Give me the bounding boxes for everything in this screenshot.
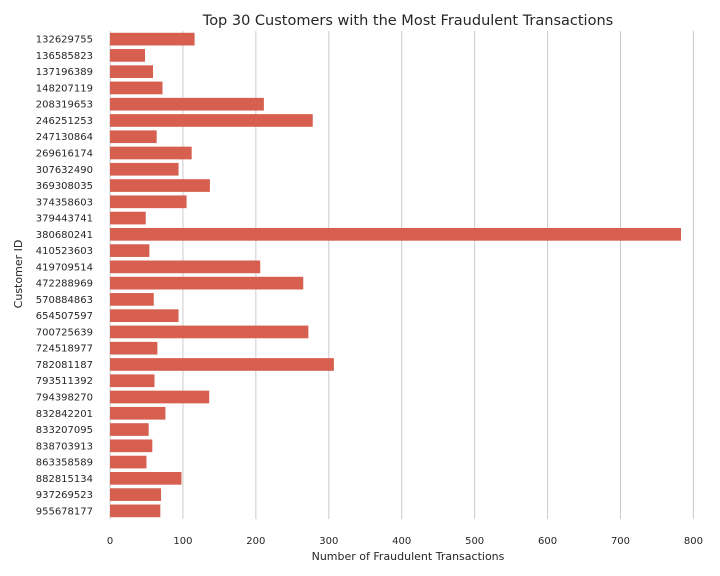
x-tick-label: 100: [173, 536, 192, 547]
y-tick-label: 369308035: [36, 181, 93, 192]
bar: [110, 162, 179, 176]
y-tick-label: 832842201: [36, 409, 93, 420]
y-axis-ticks: 132629755 136585823 137196389 148207119 2083…: [36, 35, 93, 518]
x-tick-label: 400: [392, 536, 411, 547]
y-tick-label: 410523603: [36, 246, 93, 257]
y-tick-label: 419709514: [36, 262, 93, 273]
y-tick-label: 148207119: [36, 83, 93, 94]
y-tick-label: 955678177: [36, 506, 93, 517]
bar: [110, 97, 264, 111]
x-tick-label: 800: [684, 536, 703, 547]
x-tick-label: 0: [107, 536, 113, 547]
x-tick-label: 200: [246, 536, 265, 547]
bar: [110, 423, 149, 436]
x-tick-label: 500: [465, 536, 484, 547]
y-tick-label: 838703913: [36, 441, 93, 452]
bar: [110, 146, 192, 160]
x-axis-label: Number of Fraudulent Transactions: [312, 550, 505, 563]
bar: [110, 455, 147, 469]
bar: [110, 49, 146, 62]
bar: [110, 439, 153, 453]
y-tick-label: 246251253: [36, 116, 93, 127]
y-tick-label: 132629755: [36, 35, 93, 46]
bar: [110, 179, 210, 192]
y-tick-label: 654507597: [36, 311, 93, 322]
x-tick-label: 600: [538, 536, 557, 547]
y-tick-label: 937269523: [36, 490, 93, 501]
y-tick-label: 208319653: [36, 100, 93, 111]
y-tick-label: 724518977: [36, 344, 93, 355]
bar: [110, 390, 210, 404]
y-tick-label: 136585823: [36, 51, 93, 62]
y-axis-label: Customer ID: [12, 240, 25, 309]
y-tick-label: 794398270: [36, 393, 93, 404]
y-tick-label: 380680241: [36, 230, 93, 241]
y-tick-label: 307632490: [36, 165, 93, 176]
x-tick-label: 700: [611, 536, 630, 547]
bar: [110, 374, 155, 388]
bar: [110, 325, 309, 339]
y-tick-label: 137196389: [36, 67, 93, 78]
x-tick-label: 300: [319, 536, 338, 547]
y-tick-label: 570884863: [36, 295, 93, 306]
y-tick-label: 472288969: [36, 279, 93, 290]
y-tick-label: 379443741: [36, 214, 93, 225]
bar: [110, 130, 157, 144]
y-tick-label: 374358603: [36, 197, 93, 208]
bar: [110, 471, 182, 485]
bars: [110, 32, 682, 518]
bar: [110, 276, 304, 290]
bar: [110, 32, 195, 46]
bar: [110, 309, 179, 323]
bar: [110, 65, 154, 79]
bar: [110, 195, 187, 209]
gridlines: [109, 31, 694, 519]
bar: [110, 260, 261, 274]
y-tick-label: 833207095: [36, 425, 93, 436]
bar: [110, 341, 158, 355]
bar: [110, 81, 163, 95]
y-tick-label: 269616174: [36, 149, 93, 160]
bar: [110, 227, 682, 241]
x-axis-ticks: 0 100 200 300 400 500 600 700 800: [107, 536, 703, 547]
bar: [110, 211, 146, 225]
bar: [110, 358, 334, 371]
y-tick-label: 247130864: [36, 132, 93, 143]
bar: [110, 406, 166, 420]
bar: [110, 293, 154, 306]
bar: [110, 114, 313, 127]
y-tick-label: 882815134: [36, 474, 93, 485]
y-tick-label: 782081187: [36, 360, 93, 371]
bar: [110, 488, 162, 501]
y-tick-label: 863358589: [36, 458, 93, 469]
bar: [110, 504, 161, 518]
y-tick-label: 793511392: [36, 376, 93, 387]
y-tick-label: 700725639: [36, 327, 93, 338]
chart-title: Top 30 Customers with the Most Fraudulen…: [202, 13, 613, 29]
bar: [110, 244, 150, 257]
